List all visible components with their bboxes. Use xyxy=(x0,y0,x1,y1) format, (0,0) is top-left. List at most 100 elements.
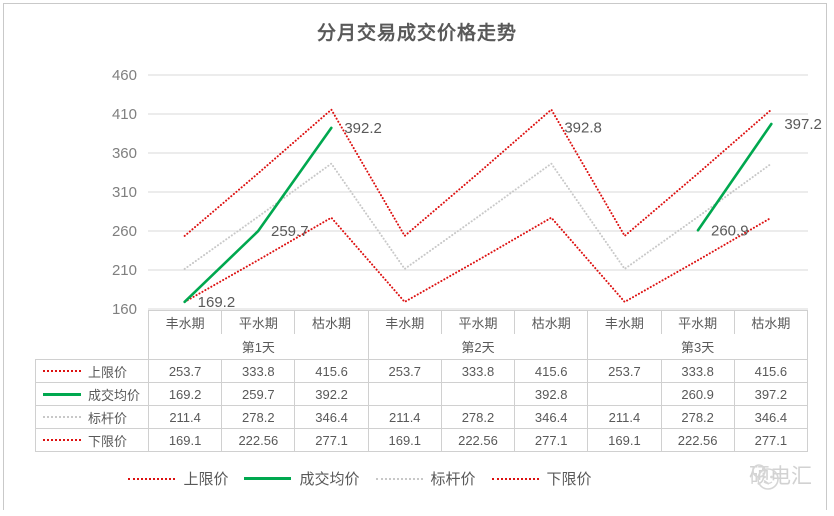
table-period-header: 枯水期 xyxy=(294,310,369,334)
table-value-cell xyxy=(440,382,516,406)
gray-dotted-line-icon xyxy=(43,416,81,418)
table-day-header: 第3天 xyxy=(587,334,808,360)
table-row-header-inner: 标杆价 xyxy=(37,408,148,427)
table-value-cell: 169.1 xyxy=(367,428,442,452)
table-value-cell: 415.6 xyxy=(514,359,589,383)
legend-label: 上限价 xyxy=(183,471,229,488)
table-day-header: 第1天 xyxy=(148,334,369,360)
table-value-cell: 211.4 xyxy=(587,405,662,429)
table-value-cell: 333.8 xyxy=(660,359,735,383)
series-avg-price xyxy=(183,126,333,304)
legend-item-avg-price: 成交均价 xyxy=(244,468,360,489)
series-benchmark-price xyxy=(183,162,773,270)
table-value-cell: 259.7 xyxy=(221,382,296,406)
table-value-cell: 253.7 xyxy=(147,359,223,383)
chart-title: 分月交易成交价格走势 xyxy=(316,23,517,44)
table-row-header-label: 成交均价 xyxy=(88,387,141,403)
red-dotted-line-icon xyxy=(43,439,81,441)
y-axis-tick-label: 360 xyxy=(112,145,137,162)
chart-legend: 上限价 成交均价 标杆价 下限价 xyxy=(0,468,720,489)
table-value-cell: 333.8 xyxy=(221,359,296,383)
table-row-header-inner: 上限价 xyxy=(37,362,148,381)
y-axis-tick-label: 460 xyxy=(112,67,137,84)
watermark: 硕电汇 xyxy=(749,460,812,490)
table-value-cell: 392.8 xyxy=(514,382,589,406)
table-value-cell: 333.8 xyxy=(440,359,516,383)
data-point-label: 392.2 xyxy=(344,120,382,137)
table-value-cell xyxy=(587,382,662,406)
table-value-cell: 277.1 xyxy=(514,428,589,452)
y-axis-tick-label: 210 xyxy=(112,262,137,279)
gray-dotted-line-icon xyxy=(375,477,423,480)
legend-item-benchmark-price: 标杆价 xyxy=(375,468,476,489)
table-value-cell: 346.4 xyxy=(733,405,809,429)
table-value-cell: 222.56 xyxy=(440,428,516,452)
y-axis-tick-label: 410 xyxy=(112,106,137,123)
table-value-cell xyxy=(367,382,442,406)
data-point-label: 392.8 xyxy=(564,119,602,136)
table-corner-cell xyxy=(35,310,149,360)
shuodianhui-logo-icon xyxy=(752,464,779,490)
table-row-header: 标杆价 xyxy=(35,405,149,429)
table-value-cell: 415.6 xyxy=(733,359,809,383)
table-day-header: 第2天 xyxy=(367,334,589,360)
data-point-label: 260.9 xyxy=(711,222,749,239)
table-row-header-label: 上限价 xyxy=(88,364,128,380)
legend-label: 标杆价 xyxy=(430,471,476,488)
red-dotted-line-icon xyxy=(128,477,176,480)
table-value-cell: 211.4 xyxy=(147,405,223,429)
table-value-cell: 397.2 xyxy=(733,382,809,406)
series-lower-limit xyxy=(183,216,773,303)
legend-label: 下限价 xyxy=(546,471,592,488)
table-value-cell: 169.1 xyxy=(587,428,662,452)
table-period-header: 丰水期 xyxy=(147,310,223,334)
legend-item-lower-limit: 下限价 xyxy=(491,468,592,489)
table-period-header: 平水期 xyxy=(440,310,516,334)
table-value-cell: 222.56 xyxy=(221,428,296,452)
table-period-header: 丰水期 xyxy=(367,310,442,334)
chart-data-table: 丰水期 平水期 枯水期 丰水期 平水期 枯水期 丰水期 平水期 枯水期 第1天 第2天 第3天 上限价 2… xyxy=(35,310,809,452)
green-solid-line-icon xyxy=(43,392,81,396)
table-value-cell: 346.4 xyxy=(294,405,369,429)
data-point-label: 397.2 xyxy=(784,116,822,133)
table-value-cell: 278.2 xyxy=(440,405,516,429)
table-value-cell: 277.1 xyxy=(294,428,369,452)
table-period-header: 丰水期 xyxy=(587,310,662,334)
table-value-cell: 415.6 xyxy=(294,359,369,383)
legend-item-upper-limit: 上限价 xyxy=(128,468,228,489)
red-dotted-line-icon xyxy=(43,370,81,372)
green-solid-line-icon xyxy=(244,477,292,480)
data-point-label: 259.7 xyxy=(271,223,309,240)
table-row-header-label: 标杆价 xyxy=(88,410,128,426)
y-axis-tick-label: 310 xyxy=(112,184,137,201)
red-dotted-line-icon xyxy=(491,477,539,480)
table-period-header: 枯水期 xyxy=(514,310,589,334)
table-value-cell: 253.7 xyxy=(587,359,662,383)
series-avg-price xyxy=(696,122,773,232)
table-value-cell: 222.56 xyxy=(660,428,735,452)
data-point-label: 169.2 xyxy=(198,294,236,311)
series-upper-limit xyxy=(183,108,773,237)
table-period-header: 平水期 xyxy=(221,310,296,334)
table-value-cell: 278.2 xyxy=(221,405,296,429)
table-period-header: 枯水期 xyxy=(733,310,809,334)
table-value-cell: 169.1 xyxy=(147,428,223,452)
table-row-header: 下限价 xyxy=(35,428,149,452)
table-row-header: 上限价 xyxy=(35,359,149,383)
table-row-header-inner: 成交均价 xyxy=(37,385,148,404)
table-value-cell: 392.2 xyxy=(294,382,369,406)
table-value-cell: 277.1 xyxy=(733,428,809,452)
table-row-header-inner: 下限价 xyxy=(37,431,148,450)
table-value-cell: 346.4 xyxy=(514,405,589,429)
table-row-header: 成交均价 xyxy=(35,382,149,406)
table-period-header: 平水期 xyxy=(660,310,735,334)
table-value-cell: 260.9 xyxy=(660,382,735,406)
table-value-cell: 253.7 xyxy=(367,359,442,383)
table-value-cell: 278.2 xyxy=(660,405,735,429)
table-value-cell: 211.4 xyxy=(367,405,442,429)
table-value-cell: 169.2 xyxy=(147,382,223,406)
y-axis-tick-label: 260 xyxy=(112,223,137,240)
table-row-header-label: 下限价 xyxy=(88,433,128,449)
legend-label: 成交均价 xyxy=(299,471,360,488)
